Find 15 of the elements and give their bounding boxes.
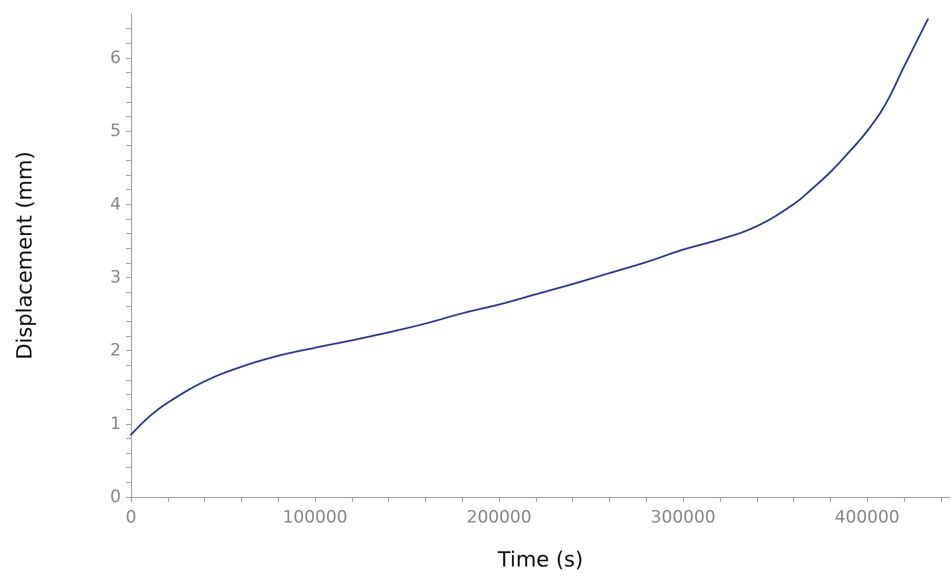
line-series [130,18,929,436]
x-tick-label: 300000 [650,508,716,528]
y-tick-label: 2 [110,340,121,361]
x-tick-label: 100000 [282,508,348,528]
y-tick-label: 0 [110,487,121,507]
x-tick-label: 0 [126,508,136,528]
y-tick-label: 6 [110,48,121,68]
x-tick-label: 200000 [466,508,532,528]
x-axis-title: Time (s) [496,548,584,572]
y-axis-title: Displacement (mm) [12,151,36,360]
y-tick-label: 4 [110,194,121,214]
y-tick-label: 5 [110,121,121,142]
x-tick-label: 400000 [834,508,900,528]
y-tick-label: 1 [110,414,121,434]
y-tick-label: 3 [110,267,121,288]
